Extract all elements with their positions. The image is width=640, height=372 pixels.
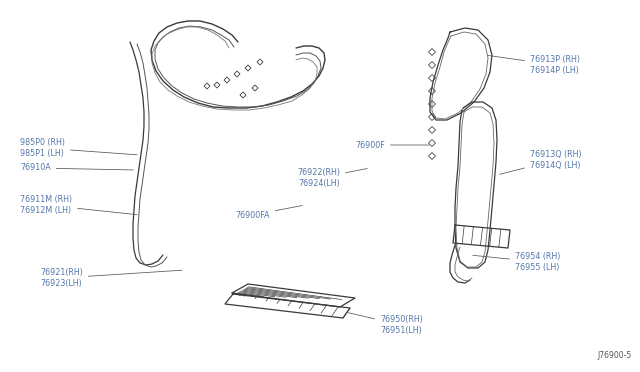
Text: 76913P (RH)
76914P (LH): 76913P (RH) 76914P (LH) — [488, 55, 580, 75]
Text: 76911M (RH)
76912M (LH): 76911M (RH) 76912M (LH) — [20, 195, 137, 215]
Text: 76913Q (RH)
76914Q (LH): 76913Q (RH) 76914Q (LH) — [500, 150, 582, 174]
Text: 76950(RH)
76951(LH): 76950(RH) 76951(LH) — [348, 312, 423, 335]
Text: 985P0 (RH)
985P1 (LH): 985P0 (RH) 985P1 (LH) — [20, 138, 137, 158]
Text: 76922(RH)
76924(LH): 76922(RH) 76924(LH) — [297, 168, 367, 188]
Text: 76954 (RH)
76955 (LH): 76954 (RH) 76955 (LH) — [473, 252, 561, 272]
Text: J76900-5: J76900-5 — [598, 351, 632, 360]
Text: 76900F: 76900F — [355, 141, 429, 150]
Text: 76910A: 76910A — [20, 164, 133, 173]
Text: 76921(RH)
76923(LH): 76921(RH) 76923(LH) — [40, 268, 182, 288]
Text: 76900FA: 76900FA — [236, 205, 302, 219]
